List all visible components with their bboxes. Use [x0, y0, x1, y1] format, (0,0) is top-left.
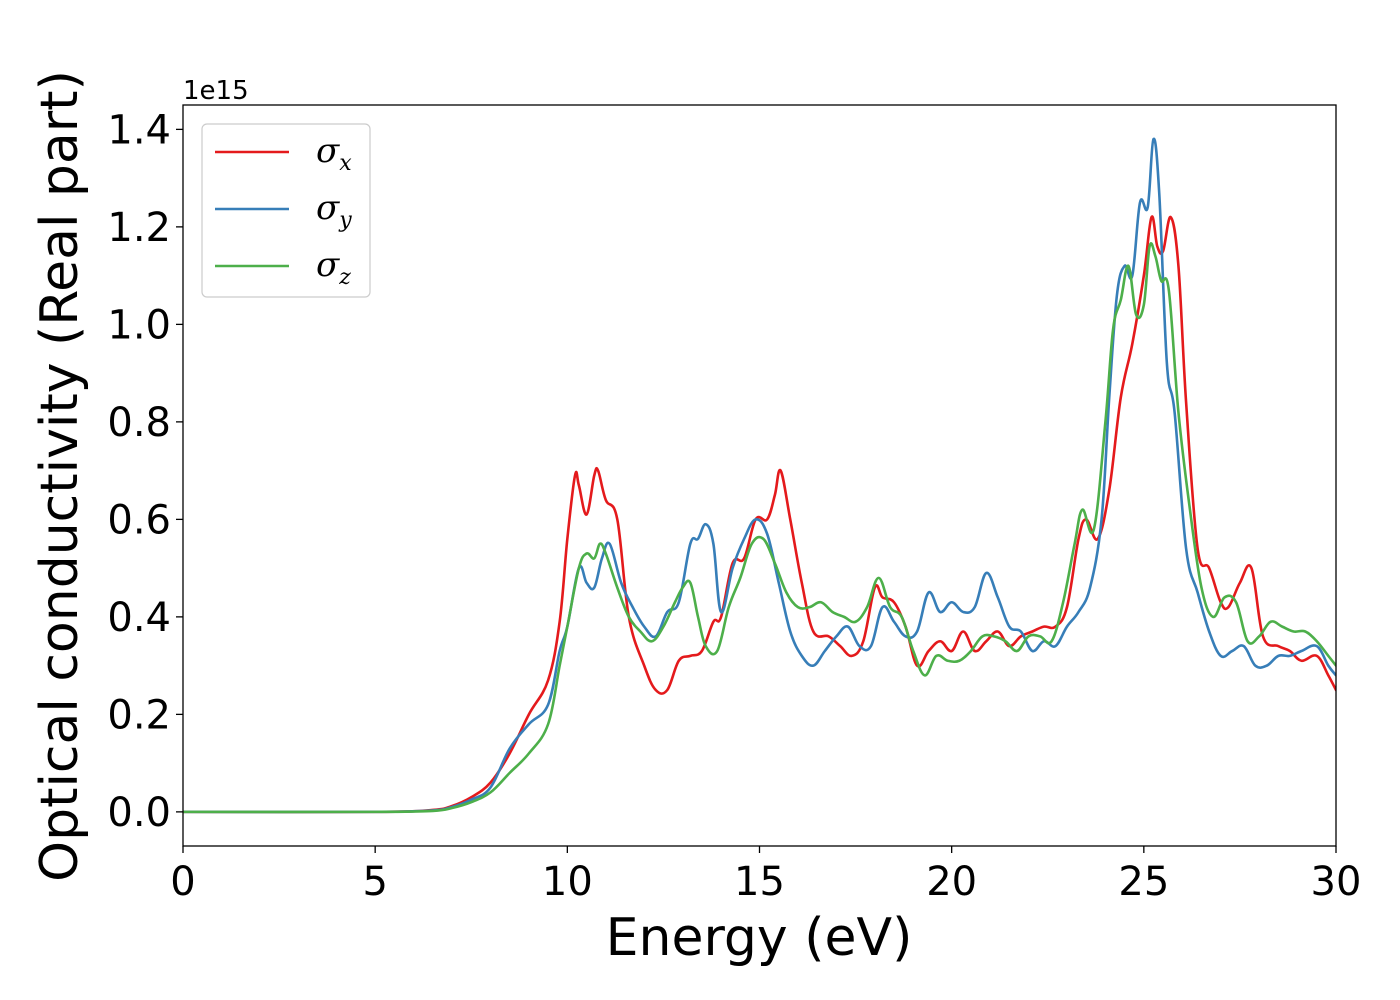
y-tick-label: 0.8: [107, 400, 171, 446]
x-tick-label: 25: [1118, 859, 1169, 905]
y-tick-label: 0.0: [107, 790, 171, 836]
x-tick-label: 20: [926, 859, 977, 905]
x-axis: 0 5 10 15 20 25 30: [170, 846, 1361, 905]
y-tick-label: 1.2: [107, 205, 171, 251]
legend-label-y: σy: [316, 188, 352, 233]
y-offset-label: 1e15: [183, 76, 249, 106]
legend-label-z: σz: [316, 245, 351, 290]
x-tick-label: 0: [170, 859, 195, 905]
y-tick-label: 1.0: [107, 302, 171, 348]
series-line-z: [183, 242, 1336, 814]
legend-label-x: σx: [316, 131, 352, 176]
y-axis-title: Optical conductivity (Real part): [30, 70, 90, 882]
y-tick-label: 1.4: [107, 107, 171, 153]
series-layer: [183, 137, 1336, 814]
y-tick-label: 0.2: [107, 692, 171, 738]
y-tick-label: 0.4: [107, 595, 171, 641]
x-tick-label: 30: [1311, 859, 1362, 905]
x-tick-label: 10: [542, 859, 593, 905]
legend-box: [201, 123, 371, 298]
x-tick-label: 15: [734, 859, 785, 905]
legend: σx σy σz: [201, 123, 371, 298]
series-line-x: [183, 215, 1336, 814]
y-tick-label: 0.6: [107, 497, 171, 543]
y-axis: 0.0 0.2 0.4 0.6 0.8 1.0 1.2 1.4: [107, 107, 183, 836]
x-axis-title: Energy (eV): [606, 908, 913, 968]
x-tick-label: 5: [362, 859, 387, 905]
